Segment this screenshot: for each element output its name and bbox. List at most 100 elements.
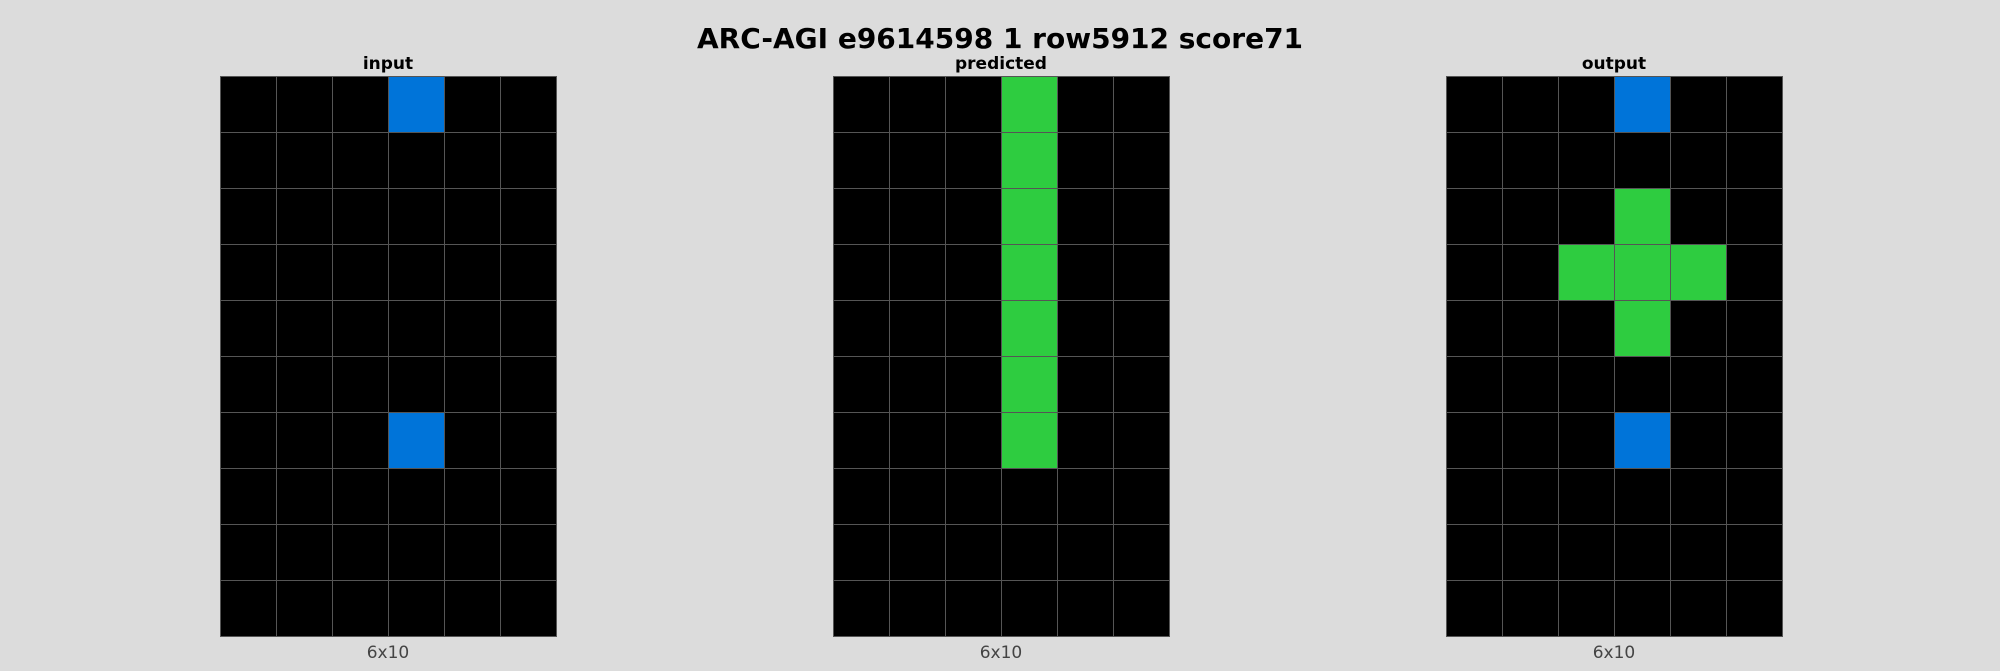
grid-cell [1002,133,1058,189]
grid-cell [834,581,890,637]
grid-cell [1671,133,1727,189]
grid-cell [389,245,445,301]
grid-cell [946,469,1002,525]
grid-cell [1114,413,1170,469]
grid-cell [946,133,1002,189]
grid-cell [890,469,946,525]
grid-cell [389,469,445,525]
grid-cell [1671,245,1727,301]
grid-cell [1058,77,1114,133]
grid-cell [389,357,445,413]
grid-cell [333,357,389,413]
grid-cell [501,469,557,525]
grid-cell [1671,413,1727,469]
grid-cell [1671,77,1727,133]
grid-cell [277,189,333,245]
panel-label: input [362,54,414,74]
grid-cell [1114,77,1170,133]
grid-cell [1447,525,1503,581]
grid-cell [1114,469,1170,525]
grid-cell [501,581,557,637]
grid-cell [1114,245,1170,301]
grid-cell [277,245,333,301]
grid-cell [834,357,890,413]
grid-cell [1559,469,1615,525]
grid-cell [221,77,277,133]
grid-cell [277,581,333,637]
grid-dimensions: 6x10 [1592,643,1636,663]
grid-cell [1615,301,1671,357]
grid-cell [1615,133,1671,189]
grid-cell [445,469,501,525]
grid-cell [1058,133,1114,189]
grid-cell [501,525,557,581]
grid-cell [1058,581,1114,637]
grid-cell [1058,357,1114,413]
grid-cell [1671,581,1727,637]
grid-cell [1671,525,1727,581]
grid-cell [1559,525,1615,581]
grid-cell [1503,245,1559,301]
grid-cell [834,525,890,581]
grid-cell [1002,469,1058,525]
grid-cell [1727,133,1783,189]
grid-cell [333,245,389,301]
grid-cell [445,77,501,133]
grid-cell [1002,413,1058,469]
grid-cell [1002,189,1058,245]
grid-cell [946,413,1002,469]
grid-cell [1058,245,1114,301]
grid-cell [389,581,445,637]
grid-cell [445,189,501,245]
grid-cell [221,245,277,301]
grid-cell [221,301,277,357]
grid-cell [1559,357,1615,413]
grid-cell [1615,581,1671,637]
grid-cell [1447,77,1503,133]
grid-cell [1447,581,1503,637]
grid-cell [1058,189,1114,245]
grid-cell [1503,301,1559,357]
grid-cell [1559,245,1615,301]
grid-cell [221,357,277,413]
grid-cell [1114,581,1170,637]
grid-cell [389,525,445,581]
grid-cell [1058,413,1114,469]
grid-cell [389,301,445,357]
grid-cell [946,189,1002,245]
grid-cell [834,413,890,469]
grid-cell [1671,469,1727,525]
grid-cell [890,581,946,637]
grid-cell [221,581,277,637]
grid-cell [1447,357,1503,413]
grid-cell [445,301,501,357]
grid-cell [1615,469,1671,525]
grid-cell [277,525,333,581]
grid-cell [333,525,389,581]
grid-cell [501,189,557,245]
grid-cell [890,77,946,133]
grid-cell [1002,245,1058,301]
grid-cell [1058,301,1114,357]
grid-cell [1002,357,1058,413]
grid-cell [333,301,389,357]
grid-cell [1615,357,1671,413]
grid-cell [1503,133,1559,189]
grid-cell [1615,245,1671,301]
grid-cell [1503,357,1559,413]
grid-cell [1503,413,1559,469]
grid-cell [333,469,389,525]
grid-cell [389,77,445,133]
grid-cell [277,77,333,133]
output-grid [1446,76,1783,637]
grid-cell [1002,77,1058,133]
grid-cell [277,133,333,189]
grid-cell [1559,189,1615,245]
figure-title: ARC-AGI e9614598 1 row5912 score71 [696,22,1304,55]
grid-cell [1727,525,1783,581]
grid-cell [1503,189,1559,245]
grid-cell [890,301,946,357]
grid-cell [1447,413,1503,469]
grid-cell [333,77,389,133]
grid-cell [1002,301,1058,357]
